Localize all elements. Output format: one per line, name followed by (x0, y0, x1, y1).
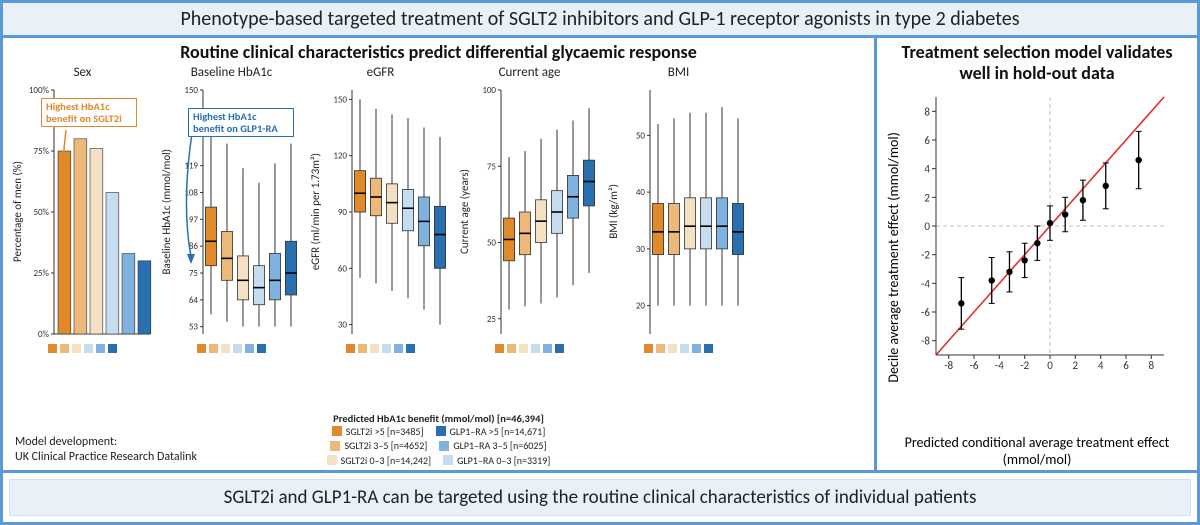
callout-glp1: Highest HbA1c benefit on GLP1-RA (188, 108, 294, 137)
svg-text:-6: -6 (921, 306, 930, 319)
svg-text:2: 2 (1073, 359, 1079, 372)
svg-text:0: 0 (1047, 359, 1053, 372)
svg-text:75%: 75% (33, 146, 49, 157)
svg-text:-4: -4 (921, 278, 930, 291)
svg-text:150: 150 (184, 85, 198, 96)
svg-text:64: 64 (189, 295, 199, 306)
panel-sex-title: Sex (74, 65, 92, 80)
model-dev-note: Model development: UK Clinical Practice … (15, 435, 197, 464)
svg-text:4: 4 (924, 163, 930, 176)
svg-text:6: 6 (924, 134, 930, 147)
panel-bmi: BMI BMI (kg/m²) 20 30 40 50 (607, 65, 750, 410)
svg-text:-2: -2 (1020, 359, 1029, 372)
panel-egfr-chart: 30 60 90 120 150 (322, 82, 452, 342)
charts-row: Sex Percentage of men (%) 0% 25% 50% 75% 100… (11, 65, 866, 410)
panel-age-chart: 25 50 75 100 (471, 82, 601, 342)
mid-row: Routine clinical characteristics predict… (3, 38, 1197, 473)
panel-egfr-title: eGFR (367, 65, 395, 80)
panel-age: Current age Current age (years) 25 50 75 10… (458, 65, 601, 410)
validation-scatter: -8 -6 -4 -2 0 2 4 6 8 -8 -6 -4 -2 0 2 4 6 8 (902, 83, 1172, 383)
panel-hba1c-ylabel: Baseline HbA1c (mmol/mol) (160, 149, 173, 274)
svg-text:-6: -6 (970, 359, 979, 372)
svg-text:40: 40 (636, 187, 646, 198)
svg-text:53: 53 (189, 321, 199, 332)
svg-text:60: 60 (338, 263, 348, 274)
svg-text:120: 120 (333, 150, 347, 161)
svg-text:50: 50 (636, 130, 646, 141)
callout-sglt2i: Highest HbA1c benefit on SGLT2i (41, 98, 137, 127)
svg-text:4: 4 (1098, 359, 1104, 372)
color-strip (197, 344, 266, 353)
footer-line2: UK Clinical Practice Research Datalink (15, 450, 197, 464)
right-panel-title: Treatment selection model validates well… (885, 42, 1189, 83)
svg-text:25: 25 (487, 313, 497, 324)
svg-text:100: 100 (482, 85, 496, 96)
footer-line1: Model development: (15, 435, 197, 449)
main-title: Phenotype-based targeted treatment of SG… (3, 3, 1197, 38)
svg-text:-8: -8 (921, 335, 930, 348)
svg-text:90: 90 (338, 207, 348, 218)
svg-text:0%: 0% (38, 329, 50, 340)
right-xlabel: Predicted conditional average treatment … (885, 434, 1189, 468)
svg-text:20: 20 (636, 300, 646, 311)
color-strip (346, 344, 415, 353)
svg-text:8: 8 (924, 106, 930, 119)
svg-text:-2: -2 (921, 249, 930, 262)
svg-text:30: 30 (338, 319, 348, 330)
svg-text:8: 8 (1149, 359, 1155, 372)
panel-bmi-ylabel: BMI (kg/m²) (607, 184, 620, 239)
right-panel: Treatment selection model validates well… (877, 38, 1197, 470)
svg-text:6: 6 (1123, 359, 1129, 372)
right-ylabel: Decile average treatment effect (mmol/mo… (885, 83, 902, 432)
panel-bmi-chart: 20 30 40 50 (620, 82, 750, 342)
svg-text:75: 75 (189, 268, 199, 279)
panel-age-title: Current age (499, 65, 561, 80)
panel-egfr: eGFR eGFR (ml/min per 1.73m²) 30 60 90 120 1… (309, 65, 452, 410)
panel-egfr-ylabel: eGFR (ml/min per 1.73m²) (309, 153, 322, 270)
svg-text:119: 119 (184, 160, 198, 171)
svg-text:25%: 25% (33, 268, 49, 279)
svg-text:50: 50 (487, 237, 497, 248)
panel-hba1c-title: Baseline HbA1c (191, 65, 273, 80)
svg-text:100%: 100% (29, 85, 50, 96)
svg-text:-4: -4 (995, 359, 1004, 372)
svg-text:0: 0 (924, 220, 930, 233)
svg-text:97: 97 (189, 214, 199, 225)
panel-bmi-title: BMI (668, 65, 689, 80)
bottom-banner: SGLT2i and GLP1-RA can be targeted using… (9, 479, 1191, 516)
svg-text:-8: -8 (944, 359, 953, 372)
panel-sex-ylabel: Percentage of men (%) (11, 161, 24, 262)
svg-text:30: 30 (636, 244, 646, 255)
legend-title: Predicted HbA1c benefit (mmol/mol) [n=46… (11, 412, 866, 425)
svg-text:2: 2 (924, 192, 930, 205)
figure-container: Phenotype-based targeted treatment of SG… (0, 0, 1200, 525)
svg-text:75: 75 (487, 161, 497, 172)
color-strip (644, 344, 713, 353)
svg-text:50%: 50% (33, 207, 49, 218)
left-panel: Routine clinical characteristics predict… (3, 38, 877, 470)
left-panel-title: Routine clinical characteristics predict… (11, 42, 866, 63)
panel-age-ylabel: Current age (years) (458, 169, 471, 254)
color-strip (495, 344, 564, 353)
color-strip (48, 344, 117, 353)
svg-text:150: 150 (333, 94, 347, 105)
